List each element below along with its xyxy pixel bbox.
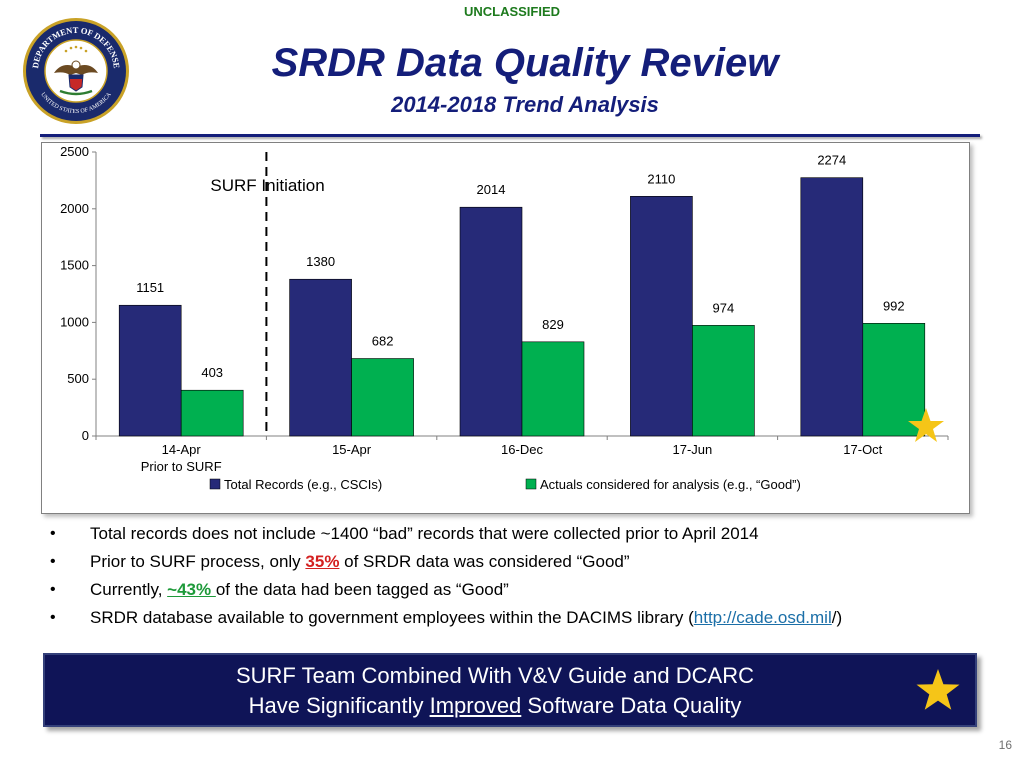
bullet-item: • SRDR database available to government … (50, 604, 1000, 632)
y-tick-label: 2000 (60, 201, 89, 216)
y-tick-label: 2500 (60, 144, 89, 159)
surf-initiation-annotation: SURF Initiation (210, 176, 324, 195)
bullet-text: of SRDR data was considered “Good” (339, 552, 630, 571)
banner-text: Have Significantly (248, 693, 430, 718)
department-of-defense-seal-icon: DEPARTMENT OF DEFENSE UNITED STATES OF A… (23, 18, 129, 124)
bullet-list: • Total records does not include ~1400 “… (50, 520, 1000, 632)
bullet-item: • Currently, ~43% of the data had been t… (50, 576, 1000, 604)
y-tick-label: 1500 (60, 258, 89, 273)
page-title: SRDR Data Quality Review (271, 41, 779, 85)
gold-star-icon (908, 408, 944, 442)
good-percent-before-surf: 35% (305, 552, 340, 571)
bullet-text: /) (831, 608, 843, 627)
data-label: 829 (542, 317, 564, 332)
banner-line-1: SURF Team Combined With V&V Guide and DC… (235, 663, 754, 688)
data-label: 992 (883, 298, 905, 313)
banner-text: Software Data Quality (521, 693, 742, 718)
cade-library-link[interactable]: http://cade.osd.mil (693, 608, 832, 627)
data-label: 1151 (136, 280, 164, 295)
x-tick-label: 17-Oct (843, 442, 882, 457)
x-tick-label: 17-Jun (673, 442, 713, 457)
chart-container: 0 500 1000 1500 2000 2500 1151 403 14-Apr Prior t… (41, 142, 970, 514)
y-tick-label: 1000 (60, 314, 89, 329)
title-divider (40, 134, 980, 137)
data-label: 682 (372, 334, 394, 349)
gold-star-icon (916, 669, 960, 710)
good-percent-current: ~43% (167, 580, 216, 599)
bullet-marker: • (50, 581, 56, 598)
bar-total-records (289, 278, 352, 437)
legend-swatch-actuals (525, 478, 537, 490)
x-tick-label: 14-Apr (162, 442, 202, 457)
data-label: 403 (201, 365, 223, 380)
legend-swatch-total-records (209, 478, 221, 490)
bar-actuals (180, 389, 244, 437)
bar-chart: 0 500 1000 1500 2000 2500 1151 403 14-Apr Prior t… (60, 144, 949, 492)
y-tick-label: 500 (67, 371, 89, 386)
legend-label-total-records: Total Records (e.g., CSCIs) (224, 477, 382, 492)
summary-banner: SURF Team Combined With V&V Guide and DC… (43, 653, 977, 727)
bar-actuals (692, 325, 755, 437)
bullet-marker: • (50, 525, 56, 542)
x-tick-label: 15-Apr (332, 442, 372, 457)
bar-total-records (800, 177, 864, 437)
bullet-text: Total records does not include ~1400 “ba… (90, 524, 759, 543)
bullet-item: • Prior to SURF process, only 35% of SRD… (50, 548, 1000, 576)
bullet-text: Prior to SURF process, only (90, 552, 306, 571)
data-label: 2110 (647, 171, 675, 186)
page-subtitle: 2014-2018 Trend Analysis (391, 92, 659, 117)
data-label: 2014 (477, 182, 506, 197)
x-tick-label: 16-Dec (501, 442, 543, 457)
data-label: 1380 (306, 254, 335, 269)
y-tick-label: 0 (82, 428, 89, 443)
bullet-text: Currently, (90, 580, 168, 599)
bullet-marker: • (50, 609, 56, 626)
data-label: 974 (713, 300, 735, 315)
bar-actuals (862, 323, 926, 437)
bar-actuals (521, 341, 585, 437)
bar-total-records (118, 304, 182, 437)
bar-actuals (351, 358, 414, 437)
banner-emphasis: Improved (429, 693, 522, 718)
bullet-item: • Total records does not include ~1400 “… (50, 520, 1000, 548)
classification-label: UNCLASSIFIED (463, 4, 561, 19)
bar-total-records (630, 196, 693, 437)
bullet-text: of the data had been tagged as “Good” (215, 580, 509, 599)
legend-label-actuals: Actuals considered for analysis (e.g., “… (540, 477, 801, 492)
bullet-marker: • (50, 553, 56, 570)
x-tick-sublabel: Prior to SURF (141, 459, 222, 474)
page-number: 16 (998, 738, 1012, 752)
bar-total-records (459, 206, 523, 437)
bullet-text: SRDR database available to government em… (90, 608, 694, 627)
data-label: 2274 (817, 153, 846, 168)
banner-line-2: Have Significantly Improved Software Dat… (45, 693, 945, 719)
